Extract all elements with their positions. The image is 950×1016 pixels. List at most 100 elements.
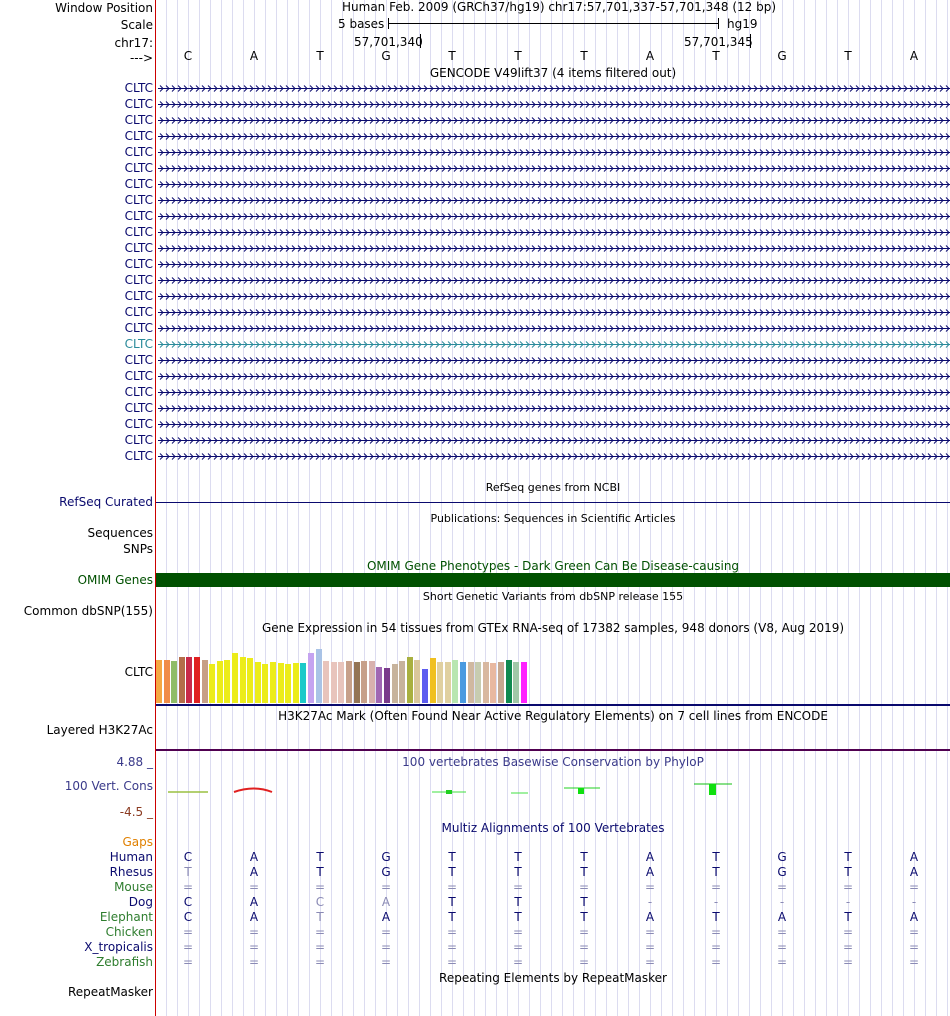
gtex-tissue-bar[interactable] xyxy=(186,657,193,703)
gtex-tissue-bar[interactable] xyxy=(513,662,520,703)
gencode-gene-feature[interactable] xyxy=(158,148,950,157)
gencode-gene-label[interactable]: CLTC xyxy=(124,321,153,335)
dbsnp-label[interactable]: Common dbSNP(155) xyxy=(23,604,153,618)
gencode-gene-feature[interactable] xyxy=(158,244,950,253)
gencode-gene-feature[interactable] xyxy=(158,228,950,237)
gtex-tissue-bar[interactable] xyxy=(285,664,292,703)
phylop-title[interactable]: 100 vertebrates Basewise Conservation by… xyxy=(402,755,704,769)
gtex-tissue-bar[interactable] xyxy=(171,661,178,703)
omim-title[interactable]: OMIM Gene Phenotypes - Dark Green Can Be… xyxy=(366,559,740,573)
gtex-tissue-bar[interactable] xyxy=(194,657,200,703)
gencode-gene-label[interactable]: CLTC xyxy=(124,161,153,175)
gtex-tissue-bar[interactable] xyxy=(460,662,466,703)
gtex-tissue-bar[interactable] xyxy=(163,660,170,703)
gencode-gene-feature[interactable] xyxy=(158,212,950,221)
gencode-gene-label[interactable]: CLTC xyxy=(124,385,153,399)
gtex-tissue-bar[interactable] xyxy=(437,662,444,703)
gencode-gene-feature[interactable] xyxy=(158,100,950,109)
gencode-gene-label[interactable]: CLTC xyxy=(124,369,153,383)
gtex-tissue-bar[interactable] xyxy=(391,664,398,703)
species-label[interactable]: X_tropicalis xyxy=(84,940,153,954)
gencode-gene-feature[interactable] xyxy=(158,404,950,413)
gtex-tissue-bar[interactable] xyxy=(444,662,451,703)
gtex-tissue-bar[interactable] xyxy=(368,661,375,703)
gencode-gene-label[interactable]: CLTC xyxy=(124,241,153,255)
gencode-gene-feature[interactable] xyxy=(158,196,950,205)
gtex-tissue-bar[interactable] xyxy=(414,660,421,703)
refseq-feature-line[interactable] xyxy=(156,502,950,503)
gencode-gene-label[interactable]: CLTC xyxy=(124,113,153,127)
species-label[interactable]: Chicken xyxy=(105,925,153,939)
phylop-label[interactable]: 100 Vert. Cons xyxy=(64,779,153,793)
species-label[interactable]: Human xyxy=(109,850,153,864)
gtex-tissue-bar[interactable] xyxy=(399,661,406,703)
gtex-tissue-bar[interactable] xyxy=(520,662,527,703)
gtex-tissue-bar[interactable] xyxy=(270,662,276,703)
gtex-tissue-bar[interactable] xyxy=(353,662,360,703)
gtex-tissue-bar[interactable] xyxy=(505,660,512,703)
gencode-gene-label[interactable]: CLTC xyxy=(124,305,153,319)
gtex-tissue-bar[interactable] xyxy=(178,657,185,703)
gencode-gene-feature[interactable] xyxy=(158,372,950,381)
gtex-tissue-bar[interactable] xyxy=(216,661,223,703)
h3k27ac-title[interactable]: H3K27Ac Mark (Often Found Near Active Re… xyxy=(278,709,828,723)
gtex-tissue-bar[interactable] xyxy=(201,660,208,703)
gtex-tissue-bar[interactable] xyxy=(239,657,246,703)
gencode-gene-feature[interactable] xyxy=(158,340,950,349)
gtex-tissue-bar[interactable] xyxy=(247,658,254,703)
gtex-tissue-bar[interactable] xyxy=(346,661,352,703)
gtex-tissue-bar[interactable] xyxy=(475,662,482,703)
gtex-tissue-bar[interactable] xyxy=(308,653,314,703)
gtex-tissue-bar[interactable] xyxy=(376,667,383,703)
gencode-gene-label[interactable]: CLTC xyxy=(124,193,153,207)
gtex-tissue-bar[interactable] xyxy=(224,660,231,703)
repeatmasker-title[interactable]: Repeating Elements by RepeatMasker xyxy=(439,971,667,985)
omim-feature-bar[interactable] xyxy=(156,573,950,587)
gtex-tissue-bar[interactable] xyxy=(490,663,497,703)
chrom-label[interactable]: chr17: xyxy=(114,36,153,50)
gencode-gene-feature[interactable] xyxy=(158,452,950,461)
gtex-tissue-bar[interactable] xyxy=(323,661,330,703)
refseq-title[interactable]: RefSeq genes from NCBI xyxy=(485,481,621,494)
gaps-label[interactable]: Gaps xyxy=(122,835,153,849)
gtex-tissue-bar[interactable] xyxy=(384,668,390,703)
gencode-gene-label[interactable]: CLTC xyxy=(124,401,153,415)
gencode-gene-feature[interactable] xyxy=(158,116,950,125)
gtex-tissue-bar[interactable] xyxy=(467,662,474,703)
gtex-tissue-bar[interactable] xyxy=(482,662,489,703)
species-label[interactable]: Elephant xyxy=(99,910,153,924)
gencode-title[interactable]: GENCODE V49lift37 (4 items filtered out) xyxy=(429,66,677,80)
gencode-gene-label[interactable]: CLTC xyxy=(124,273,153,287)
gencode-gene-label[interactable]: CLTC xyxy=(124,97,153,111)
gtex-tissue-bar[interactable] xyxy=(262,664,269,703)
gencode-gene-label[interactable]: CLTC xyxy=(124,81,153,95)
gencode-gene-label[interactable]: CLTC xyxy=(124,177,153,191)
gencode-gene-feature[interactable] xyxy=(158,436,950,445)
refseq-label[interactable]: RefSeq Curated xyxy=(59,495,153,509)
gencode-gene-label[interactable]: CLTC xyxy=(124,433,153,447)
gencode-gene-label[interactable]: CLTC xyxy=(124,417,153,431)
gtex-tissue-bar[interactable] xyxy=(406,657,413,703)
gtex-tissue-bar[interactable] xyxy=(338,662,345,703)
scale-label[interactable]: Scale xyxy=(120,18,153,32)
gtex-tissue-bar[interactable] xyxy=(292,663,299,703)
gencode-gene-feature[interactable] xyxy=(158,324,950,333)
gencode-gene-label[interactable]: CLTC xyxy=(124,225,153,239)
gtex-tissue-bar[interactable] xyxy=(315,649,322,703)
gtex-label[interactable]: CLTC xyxy=(124,665,153,679)
gencode-gene-feature[interactable] xyxy=(158,180,950,189)
repeatmasker-label[interactable]: RepeatMasker xyxy=(67,985,153,999)
gencode-gene-feature[interactable] xyxy=(158,356,950,365)
gtex-tissue-bar[interactable] xyxy=(209,664,216,703)
gencode-gene-feature[interactable] xyxy=(158,84,950,93)
gtex-tissue-bar[interactable] xyxy=(156,660,162,703)
species-label[interactable]: Dog xyxy=(128,895,153,909)
gencode-gene-feature[interactable] xyxy=(158,276,950,285)
gtex-tissue-bar[interactable] xyxy=(452,660,459,703)
omim-label[interactable]: OMIM Genes xyxy=(77,573,153,587)
gencode-gene-feature[interactable] xyxy=(158,164,950,173)
gencode-gene-label[interactable]: CLTC xyxy=(124,129,153,143)
h3k27ac-signal-line[interactable] xyxy=(156,749,950,751)
gtex-tissue-bar[interactable] xyxy=(277,663,284,703)
gtex-tissue-bar[interactable] xyxy=(300,663,307,703)
